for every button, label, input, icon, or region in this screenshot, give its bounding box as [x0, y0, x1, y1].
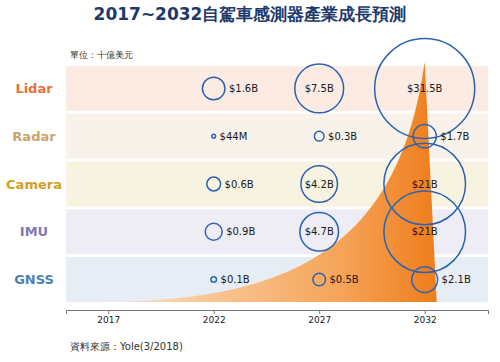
data-label: $0.3B — [328, 131, 357, 142]
data-label: $1.7B — [440, 131, 469, 142]
x-tick: 2027 — [308, 310, 331, 325]
subtitle: 單位：十億美元 — [70, 50, 133, 60]
row-label: GNSS — [14, 272, 54, 287]
x-tick-mark — [425, 310, 426, 314]
row-label: Radar — [12, 129, 56, 144]
row-label: Lidar — [15, 81, 53, 96]
data-label: $0.1B — [221, 274, 250, 285]
x-tick-mark — [319, 310, 320, 314]
data-labels: $1.6B $7.5B $31.5B $44M $0.3B $1.7B $0.6B $4.2B… — [220, 83, 471, 285]
row-label: IMU — [20, 224, 48, 239]
bubble — [384, 143, 466, 225]
data-label: $4.7B — [305, 226, 334, 237]
x-tick-mark — [108, 310, 109, 314]
data-label: $4.2B — [305, 179, 334, 190]
growth-shape — [108, 62, 437, 302]
x-axis-line — [67, 311, 489, 315]
bubble — [202, 77, 225, 100]
data-label: $44M — [220, 131, 248, 142]
x-tick-label: 2022 — [203, 315, 226, 325]
bubble — [207, 177, 221, 191]
data-label: $31.5B — [407, 83, 443, 94]
data-label: $2.1B — [442, 274, 471, 285]
row-label: Camera — [6, 177, 62, 192]
data-label: $1.6B — [229, 83, 258, 94]
data-label: $0.5B — [329, 274, 358, 285]
x-tick-label: 2027 — [308, 315, 331, 325]
bubble — [295, 64, 344, 113]
x-tick-label: 2032 — [414, 315, 437, 325]
x-tick-mark — [214, 310, 215, 314]
data-label: $0.6B — [225, 179, 254, 190]
bubble — [375, 38, 475, 138]
title: 2017~2032自駕車感測器產業成長預測 — [94, 4, 407, 24]
x-tick: 2032 — [414, 310, 437, 325]
source: 資料來源：Yole(3/2018) — [70, 341, 183, 352]
x-axis: 2017 2022 2027 2032 — [67, 310, 489, 325]
plot-area — [108, 38, 475, 302]
data-label: $0.9B — [226, 226, 255, 237]
data-label: $21B — [412, 226, 438, 237]
row-labels: Lidar Radar Camera IMU GNSS — [6, 81, 62, 287]
bubble — [300, 212, 339, 251]
bubble — [314, 131, 324, 141]
data-label: $21B — [412, 179, 438, 190]
bubble — [301, 166, 338, 203]
x-tick: 2022 — [203, 310, 226, 325]
data-label: $7.5B — [305, 83, 334, 94]
x-tick-label: 2017 — [97, 315, 120, 325]
bubble — [211, 277, 217, 283]
bubble — [205, 223, 222, 240]
x-tick: 2017 — [97, 310, 120, 325]
bubble — [412, 267, 438, 293]
chart: 2017~2032自駕車感測器產業成長預測單位：十億美元 Lidar Radar Ca… — [0, 0, 500, 362]
bubble — [384, 191, 466, 273]
bubble — [212, 134, 216, 138]
bubble — [313, 273, 326, 286]
